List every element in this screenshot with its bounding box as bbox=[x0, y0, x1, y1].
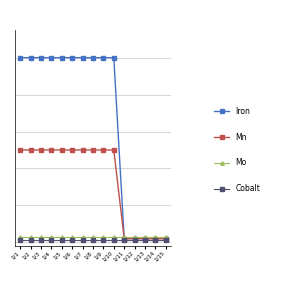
Cobalt bbox=[154, 239, 157, 242]
Mn bbox=[133, 237, 136, 240]
Legend: Iron, Mn, Mo, Cobalt: Iron, Mn, Mo, Cobalt bbox=[211, 104, 263, 196]
Mn bbox=[70, 148, 74, 152]
Cobalt bbox=[39, 239, 43, 242]
Mn bbox=[91, 148, 95, 152]
Iron bbox=[39, 56, 43, 59]
Mo bbox=[143, 235, 147, 238]
Line: Cobalt: Cobalt bbox=[19, 239, 167, 242]
Cobalt bbox=[91, 239, 95, 242]
Cobalt bbox=[29, 239, 32, 242]
Mo bbox=[133, 235, 136, 238]
Mo bbox=[102, 235, 105, 238]
Mn bbox=[39, 148, 43, 152]
Iron bbox=[70, 56, 74, 59]
Iron bbox=[81, 56, 84, 59]
Cobalt bbox=[122, 239, 126, 242]
Mo bbox=[29, 235, 32, 238]
Iron bbox=[143, 237, 147, 240]
Cobalt bbox=[143, 239, 147, 242]
Iron bbox=[50, 56, 53, 59]
Mn bbox=[60, 148, 64, 152]
Cobalt bbox=[18, 239, 22, 242]
Cobalt bbox=[50, 239, 53, 242]
Iron bbox=[91, 56, 95, 59]
Iron bbox=[18, 56, 22, 59]
Cobalt bbox=[81, 239, 84, 242]
Cobalt bbox=[133, 239, 136, 242]
Cobalt bbox=[102, 239, 105, 242]
Iron bbox=[29, 56, 32, 59]
Mn bbox=[112, 148, 116, 152]
Line: Mo: Mo bbox=[19, 235, 167, 238]
Line: Iron: Iron bbox=[19, 56, 167, 240]
Iron bbox=[133, 237, 136, 240]
Mo bbox=[91, 235, 95, 238]
Mn bbox=[50, 148, 53, 152]
Mn bbox=[143, 237, 147, 240]
Mn bbox=[81, 148, 84, 152]
Iron bbox=[60, 56, 64, 59]
Iron bbox=[102, 56, 105, 59]
Mo bbox=[70, 235, 74, 238]
Iron bbox=[112, 56, 116, 59]
Mo bbox=[164, 235, 168, 238]
Mo bbox=[18, 235, 22, 238]
Iron bbox=[164, 237, 168, 240]
Mo bbox=[60, 235, 64, 238]
Mo bbox=[81, 235, 84, 238]
Mn bbox=[18, 148, 22, 152]
Cobalt bbox=[60, 239, 64, 242]
Cobalt bbox=[164, 239, 168, 242]
Mo bbox=[154, 235, 157, 238]
Mn bbox=[122, 237, 126, 240]
Cobalt bbox=[70, 239, 74, 242]
Mn bbox=[164, 237, 168, 240]
Iron bbox=[122, 237, 126, 240]
Cobalt bbox=[112, 239, 116, 242]
Mo bbox=[50, 235, 53, 238]
Mn bbox=[154, 237, 157, 240]
Mo bbox=[39, 235, 43, 238]
Mo bbox=[112, 235, 116, 238]
Mn bbox=[102, 148, 105, 152]
Line: Mn: Mn bbox=[19, 148, 167, 240]
Mo bbox=[122, 235, 126, 238]
Mn bbox=[29, 148, 32, 152]
Iron bbox=[154, 237, 157, 240]
